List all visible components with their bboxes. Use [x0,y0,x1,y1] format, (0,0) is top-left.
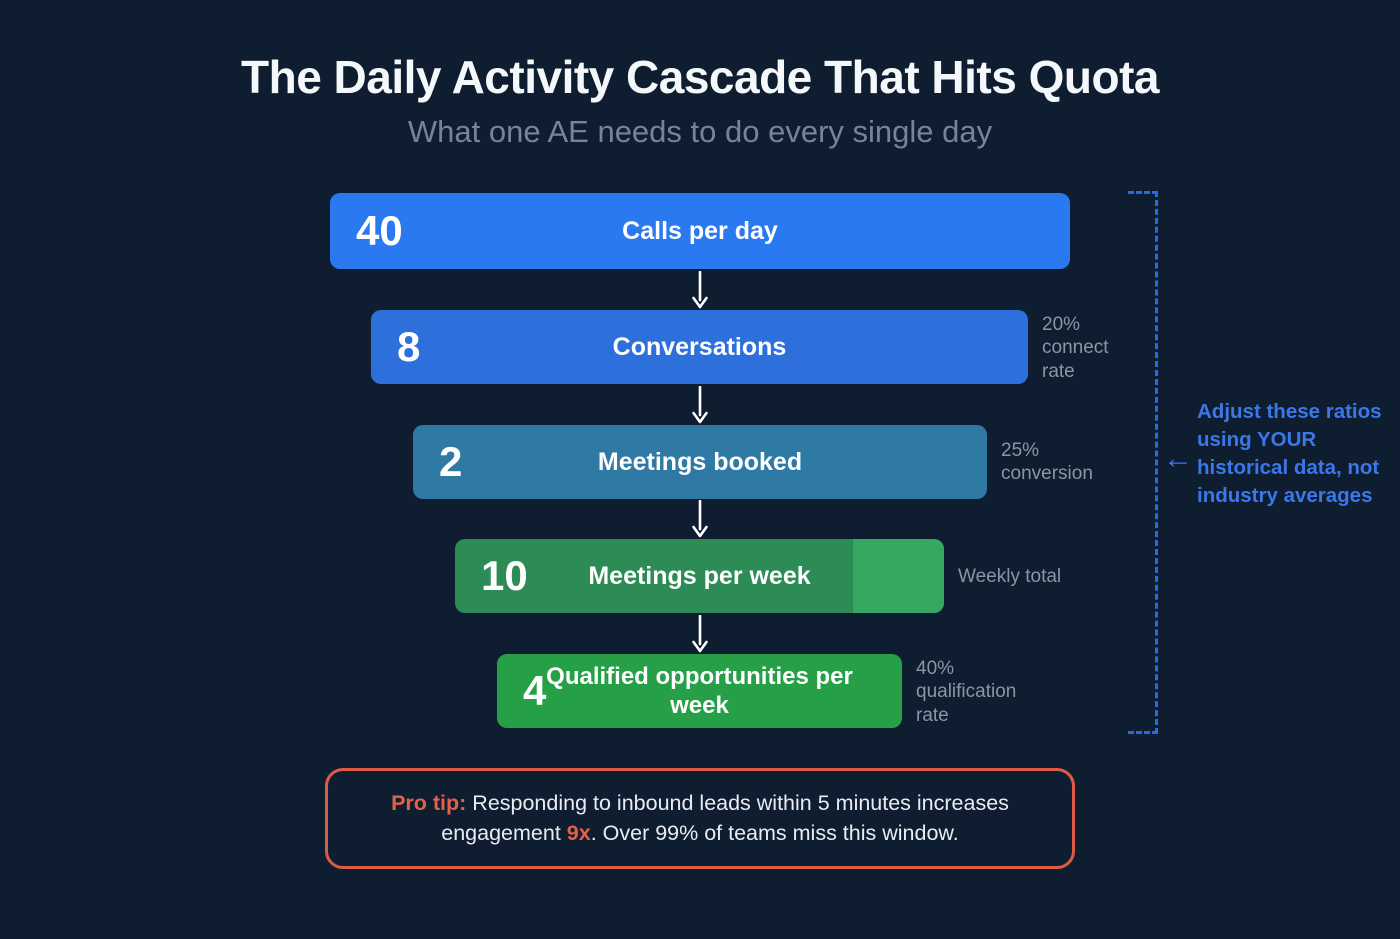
funnel-value: 40 [356,207,403,254]
bracket-line [1128,191,1158,734]
funnel-label: Calls per day [622,216,778,245]
funnel-value: 4 [523,667,547,714]
pro-tip-body-2: . Over 99% of teams miss this window. [590,820,959,845]
funnel-label: Meetings per week [588,561,811,590]
funnel-label: Meetings booked [597,447,803,476]
pro-tip-highlight: 9x [566,820,591,845]
annotation-qualification-rate: 40% qualification rate [916,658,1017,726]
funnel-bar-meetings-per-week: 10 Meetings per week [455,539,944,613]
pro-tip-box: Pro tip: Responding to inbound leads wit… [325,768,1075,869]
bar-highlight-segment [853,539,944,613]
down-arrow-icon [692,271,708,309]
page-title: The Daily Activity Cascade That Hits Quo… [241,51,1159,103]
funnel-label: Conversations [612,332,787,361]
funnel-label: Qualified opportunities per week [546,662,853,719]
callout-text: Adjust these ratios using YOUR historica… [1197,400,1382,507]
pro-tip-prefix: Pro tip: [391,790,467,815]
funnel-value: 2 [439,438,463,485]
funnel-bar-meetings-booked: 2 Meetings booked [413,425,987,499]
funnel-bar-calls: 40 Calls per day [330,193,1070,269]
left-arrow-icon: ← [1163,442,1193,475]
funnel-bar-qualified-opps: 4 Qualified opportunities per week [497,654,902,728]
down-arrow-icon [692,500,708,538]
annotation-conversion: 25% conversion [1001,440,1093,485]
pro-tip-text: Pro tip: Responding to inbound leads wit… [364,789,1036,848]
funnel-bar-conversations: 8 Conversations [371,310,1028,384]
funnel-value: 10 [481,552,528,599]
pro-tip-body-1: Responding to inbound leads within 5 min… [441,790,1009,845]
annotation-weekly-total: Weekly total [958,566,1062,587]
down-arrow-icon [692,386,708,424]
page-subtitle: What one AE needs to do every single day [407,114,993,149]
funnel-value: 8 [397,323,421,370]
annotation-connect-rate: 20% connect rate [1042,314,1109,382]
down-arrow-icon [692,615,708,653]
